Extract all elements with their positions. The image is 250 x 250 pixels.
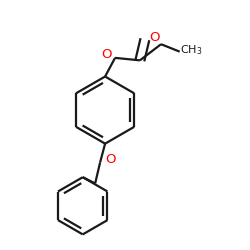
Text: O: O bbox=[105, 153, 115, 166]
Text: O: O bbox=[149, 31, 160, 44]
Text: O: O bbox=[101, 48, 112, 62]
Text: CH$_3$: CH$_3$ bbox=[180, 44, 202, 57]
